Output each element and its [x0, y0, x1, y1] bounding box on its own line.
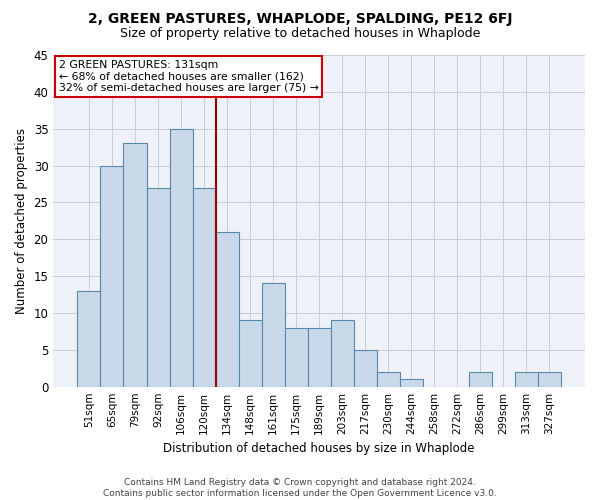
Bar: [284, 328, 308, 386]
Text: Size of property relative to detached houses in Whaplode: Size of property relative to detached ho…: [120, 28, 480, 40]
Bar: [538, 372, 561, 386]
Bar: [100, 166, 124, 386]
Bar: [469, 372, 492, 386]
Text: 2 GREEN PASTURES: 131sqm
← 68% of detached houses are smaller (162)
32% of semi-: 2 GREEN PASTURES: 131sqm ← 68% of detach…: [59, 60, 319, 93]
Text: 2, GREEN PASTURES, WHAPLODE, SPALDING, PE12 6FJ: 2, GREEN PASTURES, WHAPLODE, SPALDING, P…: [88, 12, 512, 26]
Bar: [170, 128, 193, 386]
Bar: [400, 380, 423, 386]
Bar: [77, 291, 100, 386]
X-axis label: Distribution of detached houses by size in Whaplode: Distribution of detached houses by size …: [163, 442, 475, 455]
Bar: [215, 232, 239, 386]
Y-axis label: Number of detached properties: Number of detached properties: [15, 128, 28, 314]
Bar: [353, 350, 377, 387]
Bar: [239, 320, 262, 386]
Bar: [331, 320, 353, 386]
Bar: [377, 372, 400, 386]
Bar: [193, 188, 215, 386]
Bar: [262, 284, 284, 387]
Bar: [124, 144, 146, 386]
Text: Contains HM Land Registry data © Crown copyright and database right 2024.
Contai: Contains HM Land Registry data © Crown c…: [103, 478, 497, 498]
Bar: [146, 188, 170, 386]
Bar: [308, 328, 331, 386]
Bar: [515, 372, 538, 386]
